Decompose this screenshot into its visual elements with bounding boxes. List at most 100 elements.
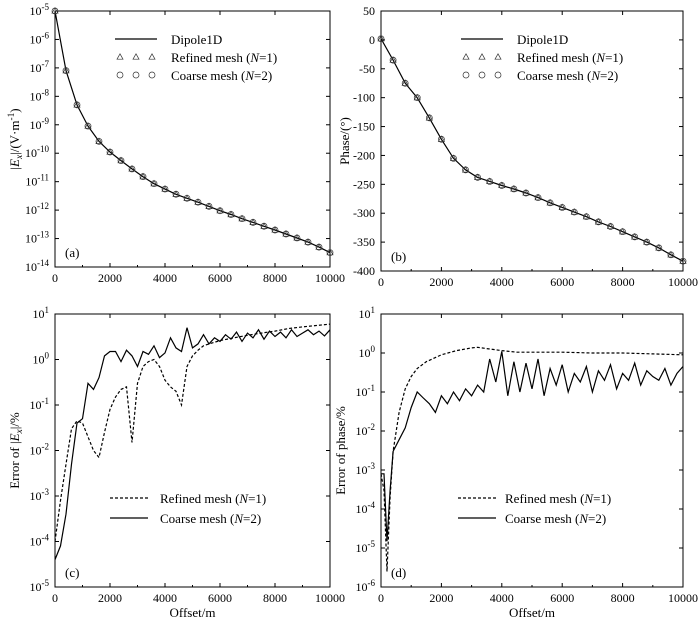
series-line	[55, 327, 330, 560]
triangle-marker	[522, 189, 530, 196]
y-axis-label: Error of |Ex|/%	[7, 412, 25, 489]
series-line	[381, 351, 683, 542]
triangle-marker	[546, 198, 554, 206]
triangle-marker	[293, 234, 301, 241]
y-tick-label: -350	[353, 235, 375, 249]
circle-marker	[249, 219, 257, 226]
series-line	[55, 11, 330, 254]
series-line	[55, 323, 330, 542]
triangle-marker	[249, 218, 257, 225]
y-tick-label: 100	[33, 351, 50, 367]
x-tick-label: 4000	[153, 271, 177, 285]
x-tick-label: 2000	[98, 591, 122, 605]
x-tick-label: 0	[52, 271, 58, 285]
triangle-marker	[655, 243, 663, 251]
y-tick-label: 101	[33, 305, 50, 321]
circle-marker	[205, 203, 213, 210]
y-axis-label: |Ex|/(V·m-1)	[7, 108, 25, 169]
x-tick-label: 0	[52, 591, 58, 605]
series-group	[381, 346, 683, 572]
panel-c: 0 2000 4000 6000 8000 10000 101 100 10-1 10-2 10-3…	[7, 305, 345, 620]
legend-label: Dipole1D	[517, 32, 568, 47]
triangle-marker	[139, 172, 147, 180]
triangle-marker	[282, 230, 290, 237]
y-tick-label: 10-5	[30, 578, 50, 594]
legend-circle	[148, 71, 156, 79]
x-tick-label: 8000	[263, 591, 287, 605]
triangle-marker	[461, 165, 470, 173]
circle-marker	[315, 243, 323, 251]
legend-triangle	[478, 53, 486, 60]
triangle-marker	[377, 34, 385, 42]
legend-triangle	[132, 53, 140, 60]
triangle-marker	[474, 173, 482, 180]
legend-label: Coarse mesh (N=2)	[160, 511, 261, 526]
legend-label: Coarse mesh (N=2)	[517, 68, 618, 83]
circle-marker	[62, 67, 70, 74]
triangle-marker	[205, 202, 213, 209]
legend-circle	[478, 71, 486, 79]
legend-triangle	[462, 53, 470, 60]
panel-d: 0 2000 4000 6000 8000 10000 101 100 10-1 10-2 10-3…	[333, 305, 698, 620]
y-tick-label: 50	[363, 4, 375, 18]
y-tick-label: 10-6	[30, 30, 50, 46]
circle-marker	[117, 157, 125, 164]
triangle-marker	[216, 206, 224, 214]
triangle-marker	[73, 100, 81, 108]
circle-marker	[95, 138, 103, 145]
circle-marker	[655, 244, 663, 252]
circle-marker	[128, 165, 136, 173]
x-tick-label: 6000	[208, 591, 232, 605]
circle-marker	[172, 190, 180, 198]
series-line	[381, 346, 683, 572]
circle-marker	[183, 194, 191, 202]
x-axis-label: Offset/m	[170, 605, 216, 620]
legend-label: Refined mesh (N=1)	[505, 491, 611, 506]
legend-circle	[132, 71, 140, 79]
legend-label: Refined mesh (N=1)	[160, 491, 266, 506]
panel-label: (b)	[391, 249, 406, 264]
circle-marker	[438, 135, 445, 143]
triangle-marker	[51, 7, 59, 14]
circle-marker	[450, 154, 457, 162]
series-group	[55, 11, 330, 254]
y-tick-label: 10-11	[25, 173, 49, 189]
x-tick-label: 10000	[315, 271, 345, 285]
legend: Refined mesh (N=1) Coarse mesh (N=2)	[110, 491, 266, 526]
circle-marker	[260, 222, 268, 230]
triangle-marker	[643, 238, 651, 245]
triangle-marker	[227, 210, 235, 218]
x-tick-label: 4000	[490, 275, 514, 289]
circle-marker	[643, 238, 651, 246]
triangle-marker	[449, 154, 458, 161]
panel-b: 0 2000 4000 6000 8000 10000 50 0 -50 -100 -150 -200…	[337, 4, 698, 289]
y-tick-label: 10-5	[356, 539, 376, 555]
circle-marker	[486, 178, 494, 185]
y-tick-label: 10-4	[30, 533, 50, 549]
circle-marker	[84, 122, 92, 130]
circle-marker	[73, 101, 81, 109]
x-tick-label: 6000	[208, 271, 232, 285]
circle-marker	[51, 7, 59, 15]
circle-marker	[150, 180, 158, 188]
circle-marker	[522, 189, 530, 197]
legend-label: Refined mesh (N=1)	[517, 50, 623, 65]
triangle-marker	[128, 165, 136, 172]
y-tick-label: -300	[353, 206, 375, 220]
y-tick-label: 10-2	[356, 422, 376, 438]
triangle-marker	[172, 190, 180, 197]
triangle-marker	[498, 181, 506, 189]
triangle-marker	[413, 93, 421, 101]
triangle-marker	[631, 232, 639, 240]
x-tick-label: 8000	[263, 271, 287, 285]
triangle-marker	[558, 203, 566, 210]
x-tick-label: 2000	[429, 591, 453, 605]
triangle-marker	[326, 248, 334, 256]
series-group	[55, 323, 330, 560]
triangle-marker	[62, 66, 70, 74]
y-tick-label: 10-8	[30, 87, 50, 103]
triangle-marker	[194, 198, 202, 205]
y-tick-label: -50	[359, 62, 375, 76]
legend-triangle	[148, 53, 156, 60]
